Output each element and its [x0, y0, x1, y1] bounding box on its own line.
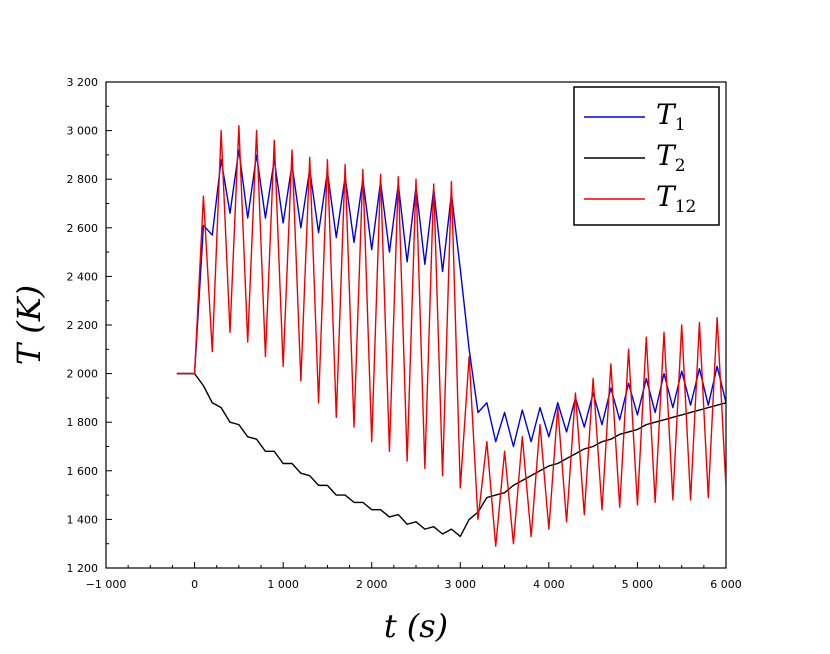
x-tick-label: 0 — [191, 578, 198, 591]
x-tick-label: −1 000 — [86, 578, 127, 591]
x-axis-title: t (s) — [384, 607, 448, 645]
ticks-layer: −1 000 0 1 000 2 000 3 000 4 000 5 000 6 000 1 2… — [67, 76, 742, 591]
x-tick-label: 1 000 — [267, 578, 299, 591]
x-tick-label: 6 000 — [710, 578, 742, 591]
legend: T1 T2 T12 — [573, 86, 720, 226]
legend-box — [573, 86, 720, 226]
series-line-t2 — [176, 372, 726, 538]
y-axis-unit: (K) — [10, 285, 48, 334]
y-tick-label: 2 200 — [67, 319, 99, 332]
y-tick-label: 1 600 — [67, 465, 99, 478]
y-tick-label: 2 000 — [67, 368, 99, 381]
x-tick-label: 3 000 — [445, 578, 477, 591]
x-tick-label: 2 000 — [356, 578, 388, 591]
y-tick-label: 2 600 — [67, 222, 99, 235]
y-axis-title: T (K) — [10, 285, 48, 365]
x-axis-symbol: t — [384, 607, 397, 645]
legend-label-t12: T12 — [656, 180, 696, 217]
y-tick-label: 2 400 — [67, 270, 99, 283]
x-tick-label: 5 000 — [622, 578, 654, 591]
y-tick-label: 3 200 — [67, 76, 99, 89]
series-layer — [176, 125, 726, 547]
y-tick-label: 1 400 — [67, 513, 99, 526]
y-axis-symbol: T — [10, 341, 48, 365]
series-line-t12 — [176, 125, 726, 547]
y-tick-label: 2 800 — [67, 173, 99, 186]
y-tick-label: 1 800 — [67, 416, 99, 429]
legend-label-t2: T2 — [656, 139, 686, 176]
x-axis-unit: (s) — [407, 607, 448, 645]
x-tick-label: 4 000 — [533, 578, 565, 591]
legend-label-t1: T1 — [656, 98, 686, 135]
y-tick-label: 3 000 — [67, 125, 99, 138]
y-tick-label: 1 200 — [67, 562, 99, 575]
